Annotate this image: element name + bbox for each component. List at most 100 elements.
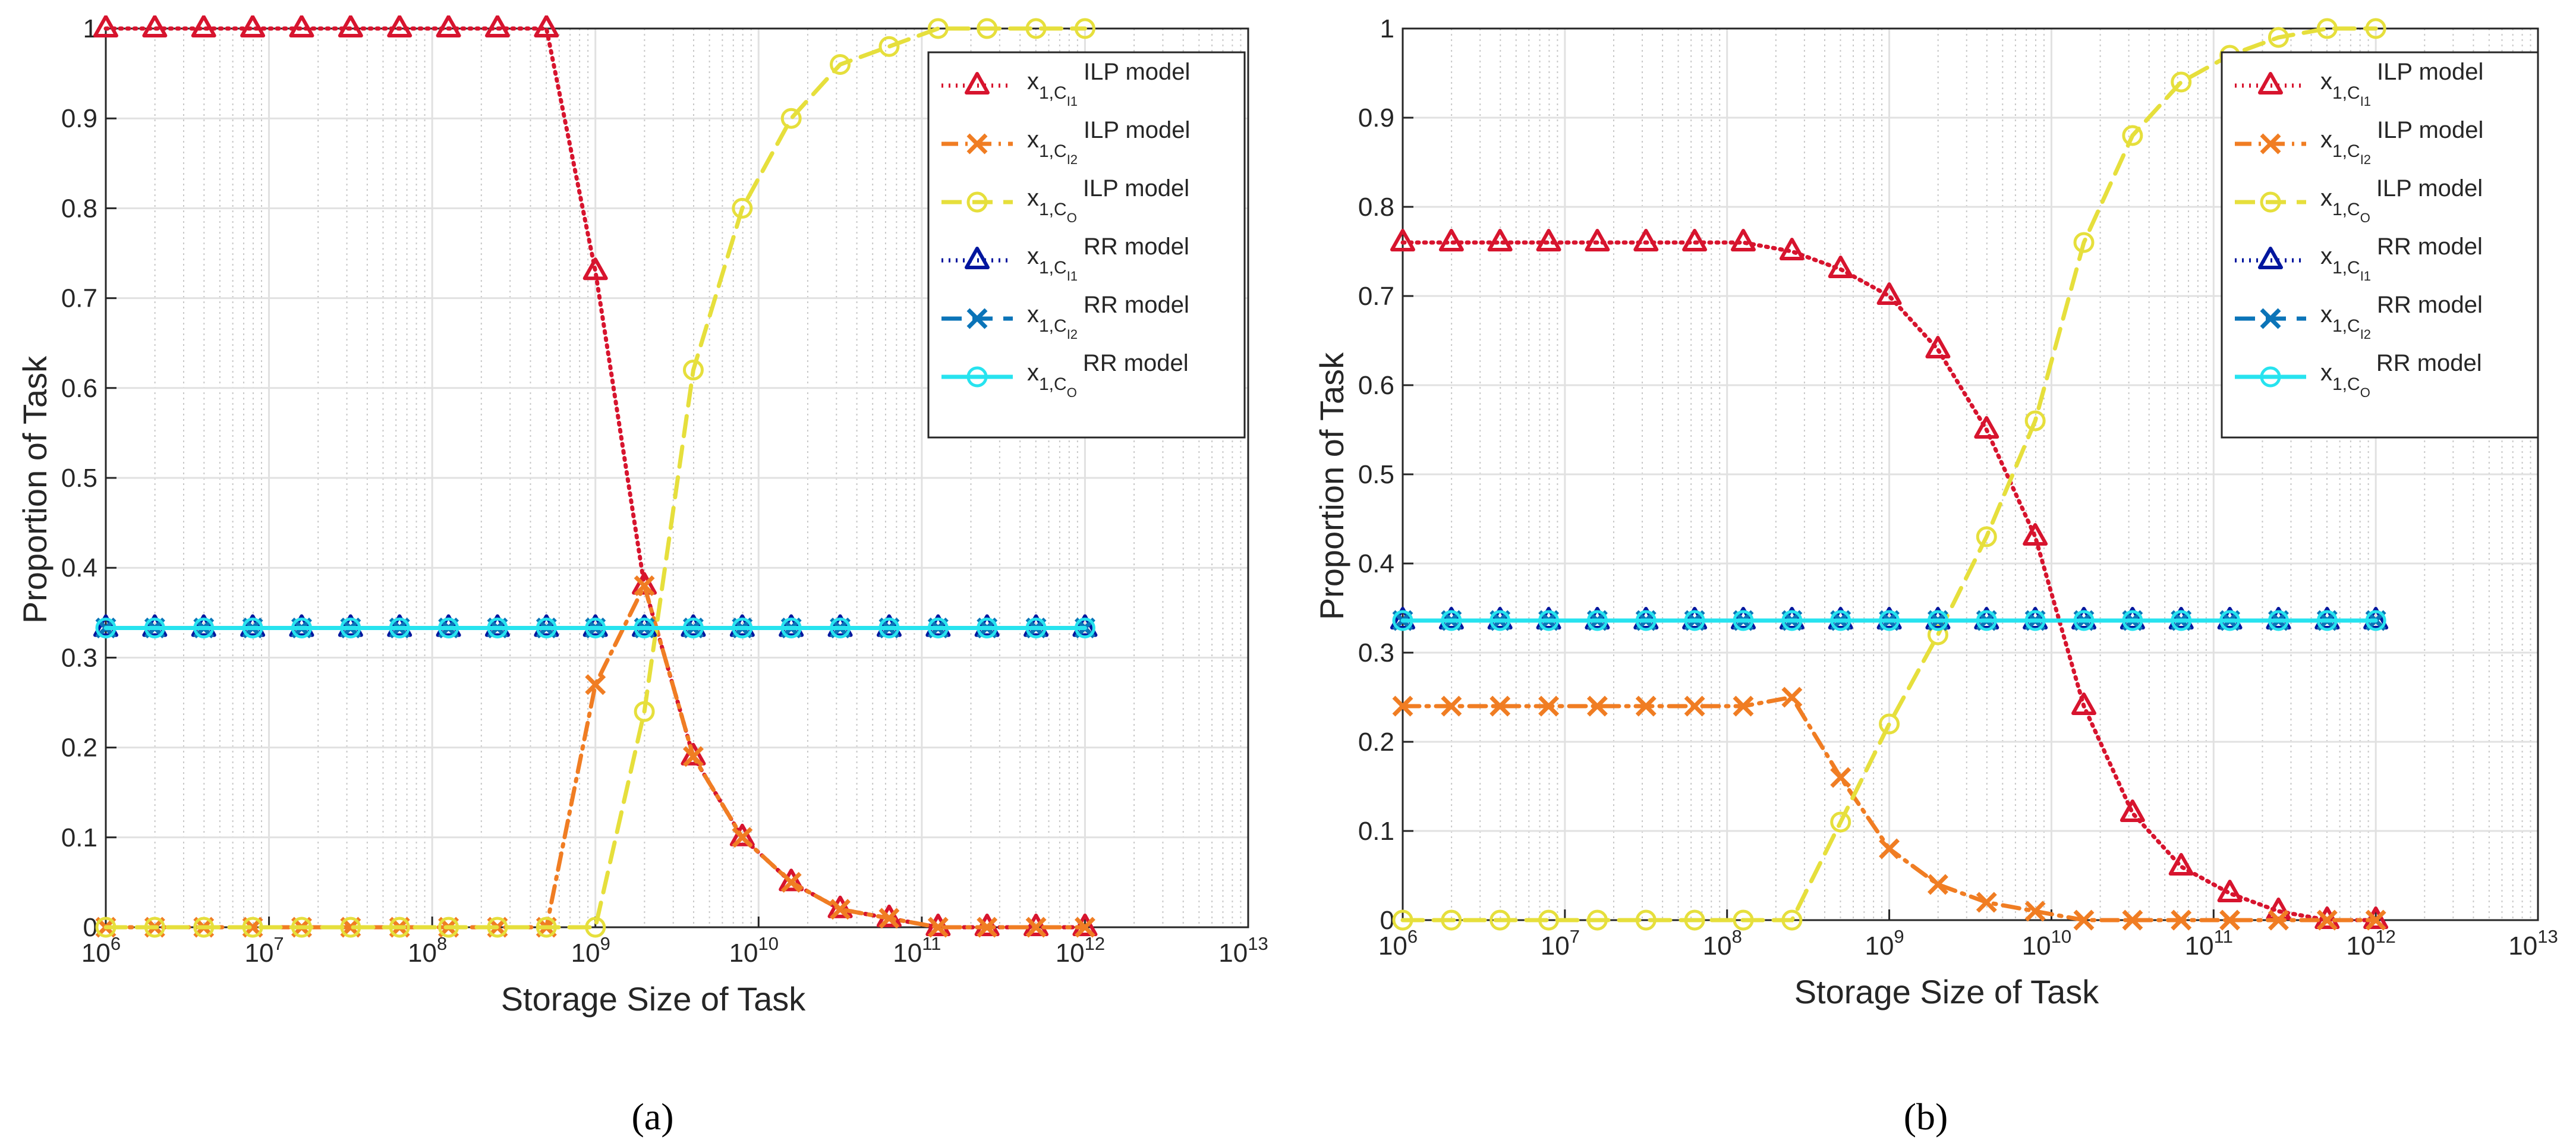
legend-name: RR model xyxy=(1084,292,1189,318)
series-1-point-stroke-b xyxy=(1074,917,1095,938)
series-3-point xyxy=(2266,607,2291,629)
series-5-point xyxy=(2122,610,2143,631)
series-5-point xyxy=(2073,610,2095,631)
legend-marker xyxy=(966,191,988,213)
y-tick-label: 0 xyxy=(83,913,97,942)
legend-subsubscript: O xyxy=(2360,210,2370,225)
series-3-point xyxy=(2314,607,2340,629)
series-0-point xyxy=(142,15,168,37)
legend-marker xyxy=(2258,247,2283,269)
legend-entry: x1,CO RR model xyxy=(941,350,1189,400)
legend-subscript: 1,C xyxy=(2332,316,2360,336)
series-3-point xyxy=(1828,607,1853,629)
series-5-point xyxy=(144,618,165,639)
legend-symbol: x xyxy=(1027,360,1039,386)
series-1-point xyxy=(1074,917,1095,938)
x-tick-label: 106 xyxy=(81,933,121,968)
x-tick-label: 1012 xyxy=(1056,933,1105,968)
x-tick-exponent: 8 xyxy=(1732,926,1742,947)
x-tick-exponent: 6 xyxy=(111,933,121,954)
series-2-point xyxy=(1586,909,1608,931)
series-1-point-stroke-b xyxy=(1684,695,1705,717)
legend-subsubscript: I2 xyxy=(1067,327,1078,342)
series-2-point xyxy=(340,917,361,938)
series-0-point xyxy=(2120,799,2145,822)
series-0-point xyxy=(1536,229,1561,251)
legend-label: x1,CI1 RR model xyxy=(1027,234,1189,284)
series-1-point-stroke-b xyxy=(1830,767,1851,788)
y-tick-label: 0.4 xyxy=(61,553,97,583)
series-2-point xyxy=(1489,909,1511,931)
x-tick-label: 1011 xyxy=(893,933,941,968)
legend-marker xyxy=(2260,191,2281,213)
legend-entry: x1,CI1 ILP model xyxy=(2235,59,2483,109)
series-3-point xyxy=(2023,607,2048,629)
series-5-point xyxy=(634,618,655,639)
series-1-point xyxy=(732,827,753,848)
legend-name: ILP model xyxy=(1084,59,1190,85)
series-1-point-stroke-b xyxy=(2024,901,2046,922)
panel-caption: (a) xyxy=(631,1095,673,1138)
series-0-point xyxy=(1024,914,1049,936)
series-3-point xyxy=(1536,607,1561,629)
series-1-point-stroke-b xyxy=(1635,695,1657,717)
series-2-point xyxy=(1025,18,1047,39)
series-3-point xyxy=(2363,607,2389,629)
series-0-point xyxy=(240,15,266,37)
x-tick-base: 10 xyxy=(2508,931,2537,961)
legend-subscript: 1,C xyxy=(1039,141,1067,161)
y-tick-label: 0.3 xyxy=(61,643,97,672)
series-5-point xyxy=(340,618,361,639)
series-5-point xyxy=(927,618,949,639)
y-tick-label: 0.3 xyxy=(1358,638,1394,668)
series-1-point xyxy=(2171,909,2192,931)
series-3-point xyxy=(925,614,951,637)
series-3-point xyxy=(1024,614,1049,637)
series-5-point xyxy=(1074,618,1095,639)
series-3-point xyxy=(2217,607,2243,629)
legend-label: x1,CI1 ILP model xyxy=(1027,59,1190,109)
series-1-point xyxy=(1733,695,1754,717)
series-3-point xyxy=(2071,607,2096,629)
legend-subsubscript: O xyxy=(2360,385,2370,400)
series-1-point xyxy=(1927,874,1948,895)
series-3-point xyxy=(1731,607,1756,629)
legend-subsubscript: O xyxy=(1067,385,1077,400)
series-5-point xyxy=(1392,610,1413,631)
x-axis-label: Storage Size of Task xyxy=(1794,973,2100,1010)
series-0-point xyxy=(1974,416,1999,439)
legend-label: x1,CI1 RR model xyxy=(2320,234,2483,284)
series-2-point xyxy=(2122,125,2143,146)
series-1-point-stroke-b xyxy=(927,917,949,938)
legend-entry: x1,CI1 RR model xyxy=(941,234,1189,284)
x-tick-base: 10 xyxy=(2346,931,2375,961)
series-1-point xyxy=(1025,917,1047,938)
series-0-point xyxy=(289,15,314,37)
series-0-point xyxy=(1876,282,1902,305)
series-line-0 xyxy=(1400,240,2378,923)
legend-marker xyxy=(2260,133,2281,155)
series-2-point xyxy=(95,917,116,938)
x-tick-base: 10 xyxy=(2185,931,2214,961)
series-2-point xyxy=(2073,232,2095,253)
legend-marker-stroke-b xyxy=(966,133,988,155)
legend-marker xyxy=(965,247,990,269)
y-tick-label: 0.6 xyxy=(1358,371,1394,400)
series-5-point xyxy=(585,618,606,639)
series-1-point-stroke-b xyxy=(2219,909,2241,931)
series-3-point xyxy=(387,614,412,637)
series-3-point xyxy=(534,614,559,637)
series-2-point xyxy=(2024,410,2046,432)
series-5-point xyxy=(2365,610,2386,631)
series-0-point xyxy=(1072,914,1098,936)
legend-symbol: x xyxy=(1027,301,1039,328)
legend-subsubscript: I1 xyxy=(1067,269,1078,284)
series-3-point xyxy=(632,614,657,637)
series-1-point xyxy=(830,899,851,920)
series-3-point xyxy=(974,614,1000,637)
series-0-point xyxy=(2071,692,2096,715)
y-tick-label: 1 xyxy=(83,14,97,43)
legend-name: ILP model xyxy=(1084,117,1190,143)
legend-label: x1,CI2 ILP model xyxy=(1027,117,1190,167)
